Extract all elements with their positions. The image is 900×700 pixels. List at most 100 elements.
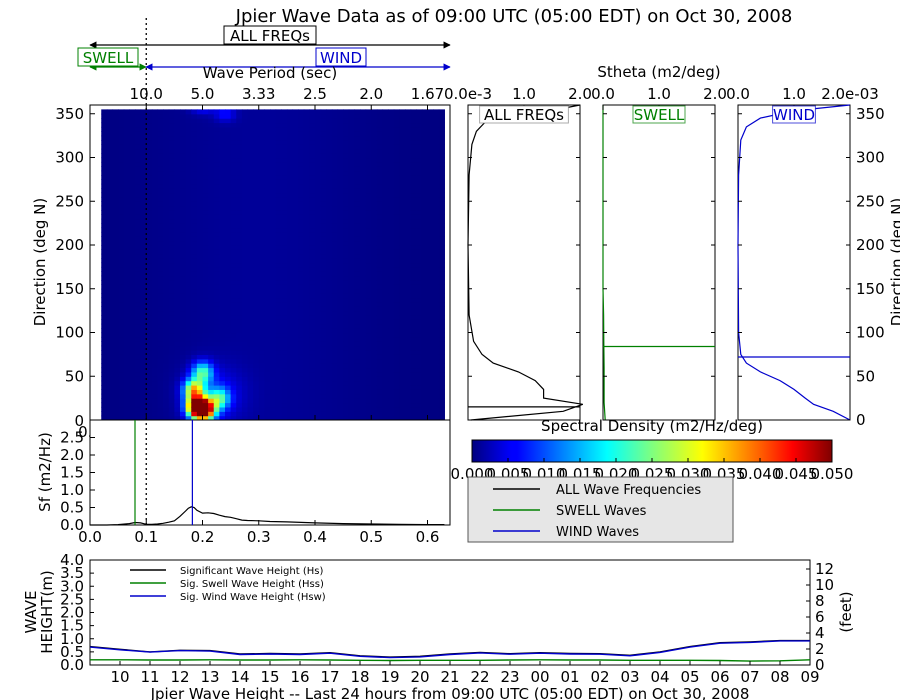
heatmap-cell (196, 183, 204, 189)
heatmap-cell (174, 345, 181, 351)
heatmap-cell (118, 371, 125, 377)
heatmap-cell (281, 153, 288, 159)
heatmap-cell (376, 385, 384, 390)
heatmap-cell (101, 188, 108, 194)
heatmap-cell (410, 192, 417, 198)
heatmap-cell (123, 188, 130, 194)
heatmap-cell (185, 153, 192, 159)
heatmap-cell (253, 109, 260, 115)
heatmap-cell (106, 306, 114, 312)
heatmap-cell (202, 376, 209, 382)
heatmap-cell (146, 126, 153, 132)
heatmap-cell (438, 336, 445, 342)
heatmap-cell (309, 280, 316, 285)
heatmap-cell (388, 354, 395, 360)
heatmap-cell (292, 350, 299, 355)
heatmap-cell (123, 218, 130, 224)
heatmap-cell (118, 192, 125, 198)
heatmap-cell (140, 210, 147, 215)
heatmap-cell (112, 341, 119, 347)
heatmap-cell (140, 240, 147, 246)
heatmap-cell (410, 293, 417, 299)
heatmap-cell (236, 245, 243, 250)
heatmap-cell (157, 336, 164, 342)
heatmap-cell (331, 341, 339, 347)
heatmap-cell (253, 415, 260, 421)
heatmap-cell (151, 358, 159, 364)
heatmap-cell (163, 192, 170, 198)
heatmap-cell (376, 271, 384, 277)
heatmap-cell (348, 328, 355, 334)
heatmap-cell (118, 210, 125, 215)
heatmap-cell (196, 288, 204, 294)
heatmap-cell (236, 275, 243, 281)
heatmap-cell (416, 210, 423, 215)
heatmap-cell (157, 262, 164, 268)
heatmap-cell (371, 393, 378, 399)
heatmap-cell (410, 323, 417, 329)
heatmap-cell (309, 170, 316, 176)
heatmap-cell (315, 153, 322, 159)
heatmap-cell (348, 411, 355, 417)
heatmap-cell (163, 175, 170, 180)
heatmap-cell (236, 140, 243, 145)
heatmap-cell (331, 415, 339, 421)
heatmap-cell (365, 310, 372, 316)
heatmap-cell (393, 345, 400, 351)
heatmap-cell (298, 411, 305, 417)
heatmap-cell (405, 227, 412, 233)
heatmap-cell (416, 175, 423, 180)
heatmap-cell (354, 118, 361, 124)
heatmap-cell (303, 345, 310, 351)
heatmap-cell (146, 354, 153, 360)
heatmap-cell (180, 210, 187, 215)
heatmap-cell (371, 332, 378, 338)
heatmap-cell (416, 306, 423, 312)
heatmap-cell (230, 319, 237, 325)
heatmap-cell (275, 109, 282, 115)
heatmap-cell (376, 236, 384, 242)
heatmap-cell (185, 258, 192, 264)
heatmap-cell (410, 109, 417, 115)
heatmap-cell (298, 363, 305, 369)
heatmap-cell (208, 196, 215, 202)
heatmap-cell (320, 109, 327, 115)
heatmap-cell (230, 179, 237, 185)
heatmap-cell (264, 297, 271, 303)
heatmap-cell (275, 301, 282, 307)
heatmap-cell (286, 236, 294, 242)
heatmap-cell (258, 371, 265, 377)
heatmap-cell (140, 113, 147, 119)
heatmap-cell (393, 113, 400, 119)
heatmap-cell (151, 306, 159, 312)
heatmap-cell (298, 157, 305, 163)
heatmap-cell (270, 398, 277, 404)
heatmap-cell (163, 157, 170, 163)
heatmap-cell (399, 153, 406, 159)
heatmap-cell (163, 223, 170, 229)
heatmap-cell (191, 118, 198, 124)
heatmap-cell (393, 288, 400, 294)
heatmap-cell (348, 354, 355, 360)
heatmap-cell (258, 363, 265, 369)
heatmap-cell (427, 288, 434, 294)
heatmap-cell (225, 179, 232, 185)
heatmap-cell (298, 214, 305, 220)
heatmap-cell (416, 280, 423, 285)
heatmap-cell (326, 323, 333, 329)
heatmap-cell (410, 371, 417, 377)
heatmap-cell (354, 140, 361, 145)
heatmap-cell (101, 315, 108, 320)
heatmap-cell (112, 170, 119, 176)
heatmap-cell (258, 310, 265, 316)
all-freqs-label: ALL FREQs (230, 27, 310, 45)
heatmap-cell (230, 301, 237, 307)
heatmap-cell (405, 183, 412, 189)
heatmap-cell (191, 380, 198, 386)
heatmap-cell (421, 262, 429, 268)
heatmap-cell (185, 227, 192, 233)
heatmap-cell (371, 345, 378, 351)
heatmap-cell (360, 140, 367, 145)
heatmap-cell (230, 210, 237, 215)
